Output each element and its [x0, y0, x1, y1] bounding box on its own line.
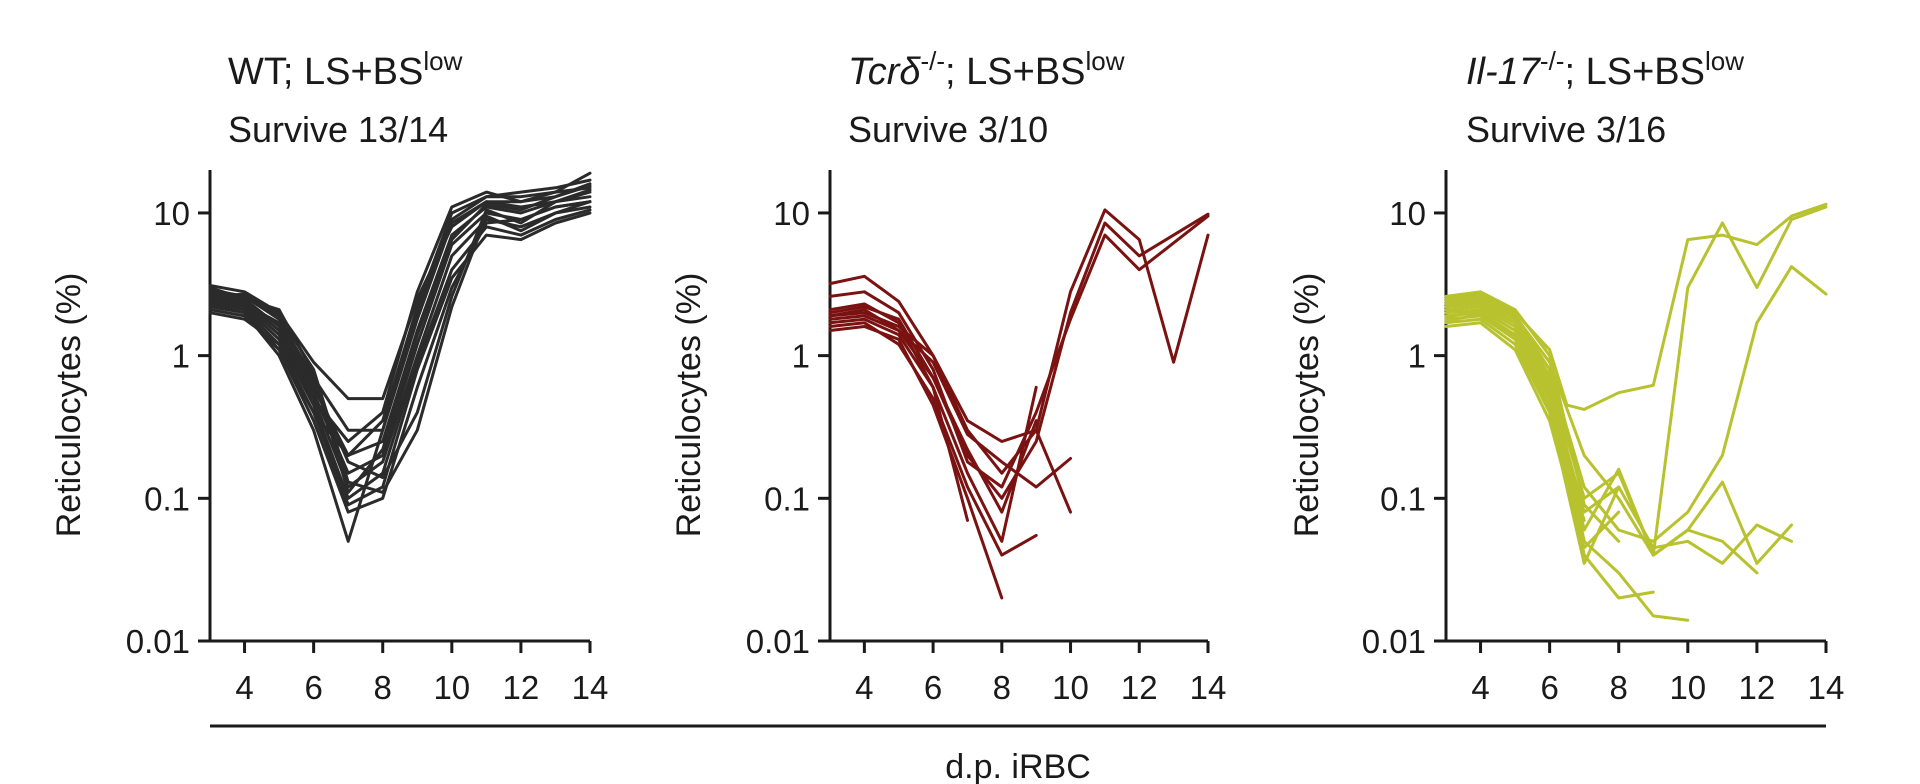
axes: 0.01 0.1 1 10 4 6 8 10 12 14 [126, 170, 609, 706]
series-line-15 [1444, 312, 1586, 522]
series-line-10 [208, 178, 592, 457]
series-line-5 [208, 205, 592, 489]
series-line-10 [828, 302, 969, 522]
title-genotype-superscript: -/- [921, 46, 946, 76]
series-line-3 [208, 195, 592, 457]
x-tick-label: 10 [1052, 669, 1089, 706]
series-line-11 [1444, 290, 1621, 543]
y-tick-label: 10 [153, 195, 190, 232]
x-tick-label: 6 [924, 669, 942, 706]
series-line-9 [1444, 317, 1621, 565]
panel-il17-knockout: Il-17-/-; LS+BSlow Survive 3/16 Reticulo… [1288, 46, 1844, 706]
x-tick-label: 14 [1808, 669, 1845, 706]
x-tick-label: 4 [855, 669, 873, 706]
title-main: ; LS+BS [945, 51, 1085, 93]
panel-wt: WT; LS+BSlow Survive 13/14 Reticulocytes… [50, 46, 608, 706]
series-line-2 [1444, 205, 1828, 557]
panel-tcrd-knockout: Tcrδ-/-; LS+BSlow Survive 3/10 Reticuloc… [670, 46, 1226, 706]
title-superscript: low [1086, 46, 1125, 76]
y-tick-label: 0.01 [126, 623, 190, 660]
x-tick-label: 12 [1739, 669, 1776, 706]
y-tick-label: 0.1 [144, 480, 190, 517]
series-line-1 [1444, 202, 1828, 411]
x-tick-label: 14 [1190, 669, 1227, 706]
y-tick-label: 10 [1389, 195, 1426, 232]
x-tick-label: 4 [1471, 669, 1489, 706]
series-line-6 [208, 208, 592, 500]
panel-subtitle: Survive 3/10 [848, 109, 1048, 150]
y-tick-label: 0.1 [764, 480, 810, 517]
panel-title: Il-17-/-; LS+BSlow [1466, 46, 1744, 93]
series-line-16 [1444, 297, 1586, 500]
y-tick-label: 0.01 [746, 623, 810, 660]
series-line-10 [1444, 321, 1621, 550]
series-line-6 [828, 317, 1038, 543]
y-axis-label: Reticulocytes (%) [670, 273, 708, 538]
y-tick-label: 10 [773, 195, 810, 232]
title-main: ; LS+BS [1564, 51, 1704, 93]
x-tick-label: 8 [993, 669, 1011, 706]
series-line-4 [1444, 302, 1793, 565]
title-gene: Il-17 [1466, 51, 1542, 93]
x-tick-label: 14 [572, 669, 609, 706]
series-line-12 [1444, 294, 1586, 532]
series-line-12 [208, 200, 592, 494]
x-tick-label: 8 [1610, 669, 1628, 706]
series-line-9 [828, 308, 1038, 514]
y-tick-label: 0.01 [1362, 623, 1426, 660]
x-tick-label: 8 [374, 669, 392, 706]
series-lines [1444, 202, 1828, 622]
x-tick-label: 4 [235, 669, 253, 706]
y-tick-label: 0.1 [1380, 480, 1426, 517]
series-line-7 [828, 321, 1038, 557]
x-tick-label: 12 [503, 669, 540, 706]
x-tick-label: 6 [1540, 669, 1558, 706]
panel-subtitle: Survive 13/14 [228, 109, 448, 150]
x-tick-label: 10 [433, 669, 470, 706]
title-gene: Tcrδ [848, 51, 921, 93]
title-superscript: low [1705, 46, 1744, 76]
series-line-13 [1444, 302, 1586, 543]
axes: 0.01 0.1 1 10 4 6 8 10 12 14 [746, 170, 1227, 706]
series-lines [828, 208, 1210, 600]
y-tick-label: 1 [172, 338, 190, 375]
series-line-13 [208, 188, 592, 479]
title-superscript: low [423, 46, 462, 76]
series-line-6 [1444, 308, 1759, 575]
series-line-11 [208, 171, 592, 443]
shared-x-axis-label: d.p. iRBC [945, 748, 1091, 784]
panel-title: WT; LS+BSlow [228, 46, 463, 93]
series-line-2 [828, 214, 1210, 489]
panel-subtitle: Survive 3/16 [1466, 109, 1666, 150]
y-tick-label: 1 [1408, 338, 1426, 375]
x-tick-label: 10 [1669, 669, 1706, 706]
y-tick-label: 1 [792, 338, 810, 375]
series-line-8 [828, 325, 1004, 600]
panel-title: Tcrδ-/-; LS+BSlow [848, 46, 1125, 93]
y-axis-label: Reticulocytes (%) [1288, 273, 1326, 538]
axes: 0.01 0.1 1 10 4 6 8 10 12 14 [1362, 170, 1845, 706]
x-tick-label: 12 [1121, 669, 1158, 706]
title-genotype-superscript: -/- [1540, 46, 1565, 76]
y-axis-label: Reticulocytes (%) [50, 273, 88, 538]
series-line-14 [208, 184, 592, 494]
title-main: WT; LS+BS [228, 51, 423, 93]
series-lines [208, 171, 592, 543]
series-line-5 [828, 314, 1072, 489]
x-tick-label: 6 [304, 669, 322, 706]
series-line-3 [828, 212, 1210, 500]
